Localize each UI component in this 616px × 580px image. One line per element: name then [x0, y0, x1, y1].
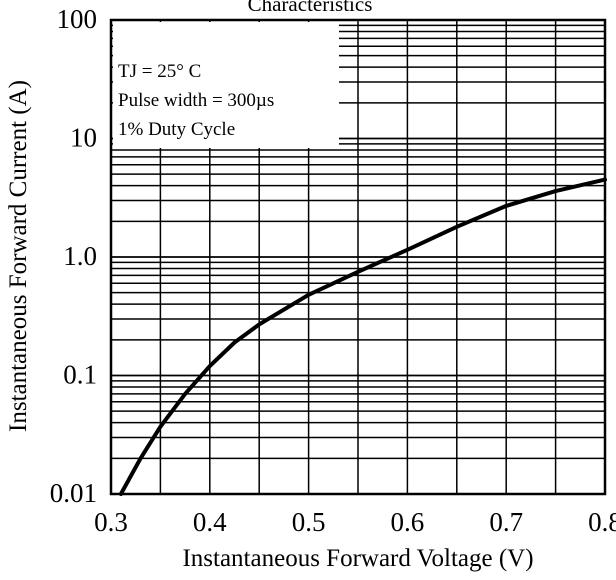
- y-tick-label: 0.01: [50, 478, 97, 508]
- annotation-line: TJ = 25° C: [118, 61, 201, 82]
- x-tick-label: 0.6: [391, 507, 425, 537]
- x-tick-label: 0.7: [489, 507, 523, 537]
- y-tick-label: 0.1: [63, 360, 97, 390]
- plot-frame: [109, 18, 607, 496]
- y-axis-label: Instantaneous Forward Current (A): [5, 80, 32, 432]
- x-tick-label: 0.3: [94, 507, 128, 537]
- y-tick-label: 1.0: [63, 241, 97, 271]
- x-tick-label: 0.4: [193, 507, 227, 537]
- annotation-line: Pulse width = 300µs: [118, 90, 274, 111]
- y-tick-labels: 0.01 0.1 1.0 10 100: [50, 4, 97, 508]
- annotation-background: [113, 22, 339, 148]
- annotation-line: 1% Duty Cycle: [118, 119, 235, 140]
- x-tick-labels: 0.3 0.4 0.5 0.6 0.7 0.8: [94, 507, 616, 537]
- series-line: [118, 177, 607, 496]
- x-tick-label: 0.5: [292, 507, 326, 537]
- x-axis-label: Instantaneous Forward Voltage (V): [182, 545, 533, 572]
- chart-title: Characteristics: [248, 0, 373, 16]
- x-tick-label: 0.8: [588, 507, 616, 537]
- y-tick-label: 100: [57, 4, 98, 34]
- series-layer: [118, 177, 607, 496]
- annotation-box: TJ = 25° C Pulse width = 300µs 1% Duty Cyc…: [113, 22, 339, 148]
- y-tick-label: 10: [70, 123, 97, 153]
